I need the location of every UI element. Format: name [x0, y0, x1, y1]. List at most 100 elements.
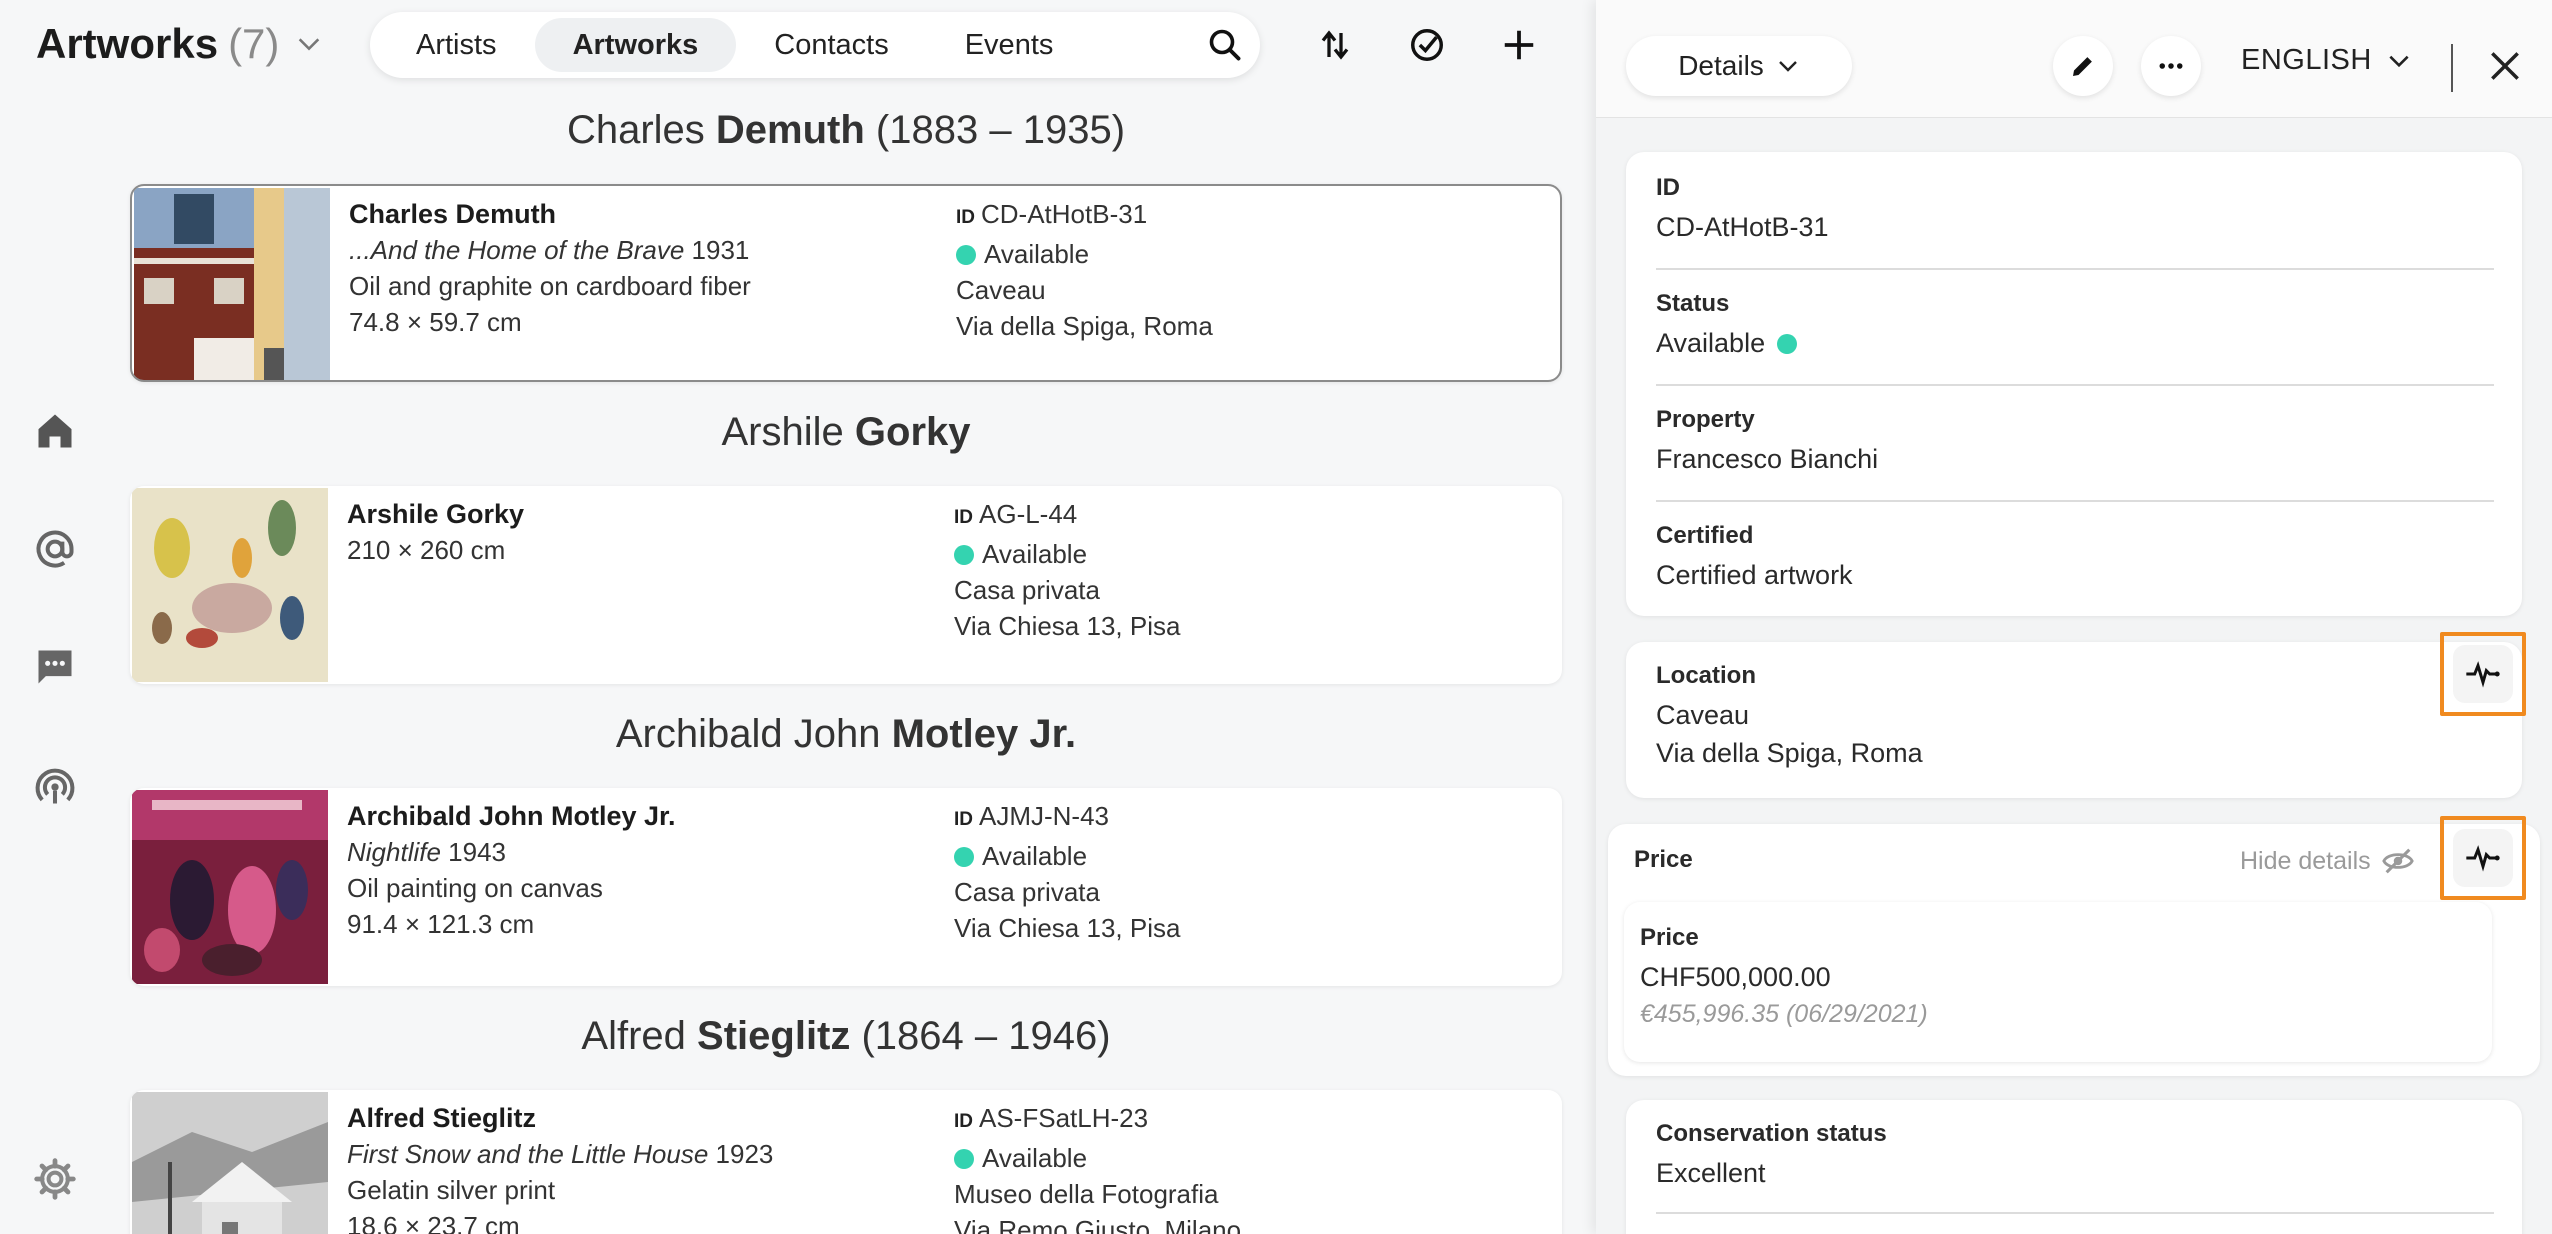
price-section-title: Price	[1634, 846, 1693, 873]
artwork-info: Alfred Stieglitz First Snow and the Litt…	[347, 1100, 773, 1234]
artwork-address: Via della Spiga, Roma	[956, 311, 1213, 341]
more-horizontal-icon	[2159, 63, 2183, 69]
select-button[interactable]	[1398, 16, 1456, 74]
view-mode-label: Details	[1678, 50, 1764, 81]
plus-icon	[1504, 30, 1534, 60]
artwork-size: 18.6 × 23.7 cm	[347, 1211, 520, 1234]
artwork-meta: ID CD-AtHotB-31 Available Caveau Via dell…	[956, 196, 1213, 344]
artwork-card[interactable]: Arshile Gorky 210 × 260 cm ID AG-L-44 Ava…	[130, 486, 1562, 684]
location-field: Location Caveau Via della Spiga, Roma	[1656, 662, 1923, 768]
language-select[interactable]: ENGLISH	[2241, 44, 2412, 77]
divider	[1656, 1212, 2494, 1214]
artwork-size: 74.8 × 59.7 cm	[349, 307, 522, 337]
artwork-info: Charles Demuth ...And the Home of the Br…	[349, 196, 751, 340]
status-field: Status Available	[1656, 290, 2494, 362]
artist-name: Arshile Gorky	[347, 499, 525, 529]
artwork-medium: Gelatin silver print	[347, 1175, 556, 1205]
chat-icon	[38, 650, 72, 684]
id-field: ID CD-AtHotB-31	[1656, 174, 1829, 242]
check-circle-icon	[1411, 29, 1443, 61]
page-title[interactable]: Artworks (7)	[36, 20, 323, 68]
sort-arrows-icon	[1321, 30, 1349, 60]
more-options-button[interactable]	[2141, 36, 2201, 96]
price-section: Price Hide details Price CHF500,000.00 €…	[1608, 824, 2540, 1076]
artwork-card[interactable]: Charles Demuth ...And the Home of the Br…	[130, 184, 1562, 382]
search-button[interactable]	[1198, 18, 1252, 72]
artwork-meta: ID AS-FSatLH-23 Available Museo della Fot…	[954, 1100, 1241, 1234]
status-badge: Available	[954, 1140, 1241, 1176]
artwork-count: (7)	[228, 20, 280, 67]
artwork-card[interactable]: Archibald John Motley Jr. Nightlife 1943…	[130, 788, 1562, 986]
sidebar-item-settings[interactable]	[26, 1150, 84, 1208]
price-converted: €455,996.35 (06/29/2021)	[1640, 1000, 1928, 1028]
artwork-size: 91.4 × 121.3 cm	[347, 909, 535, 939]
artwork-info: Arshile Gorky 210 × 260 cm	[347, 496, 524, 568]
status-dot	[954, 545, 974, 565]
view-mode-dropdown[interactable]: Details	[1626, 36, 1852, 96]
sidebar-item-broadcast[interactable]	[26, 758, 84, 816]
hide-details-toggle[interactable]: Hide details	[2240, 844, 2415, 878]
artwork-location: Casa privata	[954, 575, 1100, 605]
artwork-card[interactable]: Alfred Stieglitz First Snow and the Litt…	[130, 1090, 1562, 1234]
artist-heading: Charles Demuth (1883 – 1935)	[566, 108, 1126, 152]
at-icon	[36, 530, 74, 568]
activity-icon	[2466, 661, 2500, 688]
artwork-location: Museo della Fotografia	[954, 1179, 1219, 1209]
status-dot	[954, 847, 974, 867]
home-icon	[38, 414, 72, 448]
search-icon	[1209, 29, 1241, 61]
main-nav: Artists Artworks Contacts Events	[370, 12, 1260, 78]
artwork-id: ID AG-L-44	[954, 499, 1078, 529]
panel-header: Details ENGLISH	[1596, 0, 2552, 118]
tab-artists[interactable]: Artists	[416, 28, 497, 61]
eye-off-icon	[2381, 848, 2414, 874]
artwork-thumbnail	[132, 1092, 328, 1234]
sort-button[interactable]	[1306, 16, 1364, 74]
tab-events[interactable]: Events	[964, 28, 1054, 61]
detail-panel: Details ENGLISH ID CD-AtHotB-31 Status A…	[1596, 0, 2552, 1234]
artwork-location: Caveau	[956, 275, 1046, 305]
artist-heading: Archibald John Motley Jr.	[615, 712, 1077, 756]
artist-heading: Arshile Gorky	[721, 410, 971, 454]
artwork-id: ID AJMJ-N-43	[954, 801, 1110, 831]
location-history-button[interactable]	[2440, 632, 2526, 716]
location-section: Location Caveau Via della Spiga, Roma	[1626, 642, 2522, 798]
artwork-id: ID CD-AtHotB-31	[956, 199, 1148, 229]
info-section: ID CD-AtHotB-31 Status Available Propert…	[1626, 152, 2522, 616]
artwork-address: Via Chiesa 13, Pisa	[954, 913, 1181, 943]
artwork-location: Casa privata	[954, 877, 1100, 907]
tab-contacts[interactable]: Contacts	[774, 28, 889, 61]
status-badge: Available	[954, 536, 1180, 572]
pencil-icon	[2073, 57, 2092, 76]
page-title-label: Artworks	[36, 20, 219, 67]
artwork-size: 210 × 260 cm	[347, 535, 506, 565]
artwork-address: Via Chiesa 13, Pisa	[954, 611, 1181, 641]
sidebar-item-messages[interactable]	[26, 638, 84, 696]
artist-name: Charles Demuth	[349, 199, 557, 229]
conservation-field: Conservation status Excellent	[1656, 1120, 1887, 1188]
close-panel-button[interactable]	[2479, 40, 2531, 92]
activity-icon	[2466, 845, 2500, 872]
language-label: ENGLISH	[2241, 44, 2372, 76]
edit-button[interactable]	[2053, 36, 2113, 96]
sidebar-item-home[interactable]	[26, 402, 84, 460]
header-divider	[2451, 44, 2453, 92]
artist-name: Alfred Stieglitz	[347, 1103, 537, 1133]
artwork-title: First Snow and the Little House 1923	[347, 1139, 774, 1169]
artwork-thumbnail	[132, 488, 328, 682]
price-card: Price CHF500,000.00 €455,996.35 (06/29/2…	[1624, 902, 2492, 1062]
divider	[1656, 268, 2494, 270]
status-dot	[954, 1149, 974, 1169]
divider	[1656, 500, 2494, 502]
chevron-down-icon[interactable]	[295, 30, 323, 58]
status-dot	[956, 245, 976, 265]
chevron-down-icon	[2389, 55, 2409, 67]
artist-name: Archibald John Motley Jr.	[347, 801, 676, 831]
price-history-button[interactable]	[2440, 816, 2526, 900]
status-badge: Available	[954, 838, 1180, 874]
tab-artworks[interactable]: Artworks	[534, 18, 737, 72]
hide-details-label: Hide details	[2240, 846, 2371, 875]
conservation-section: Conservation status Excellent	[1626, 1100, 2522, 1234]
add-button[interactable]	[1490, 16, 1548, 74]
sidebar-item-mail[interactable]	[26, 520, 84, 578]
